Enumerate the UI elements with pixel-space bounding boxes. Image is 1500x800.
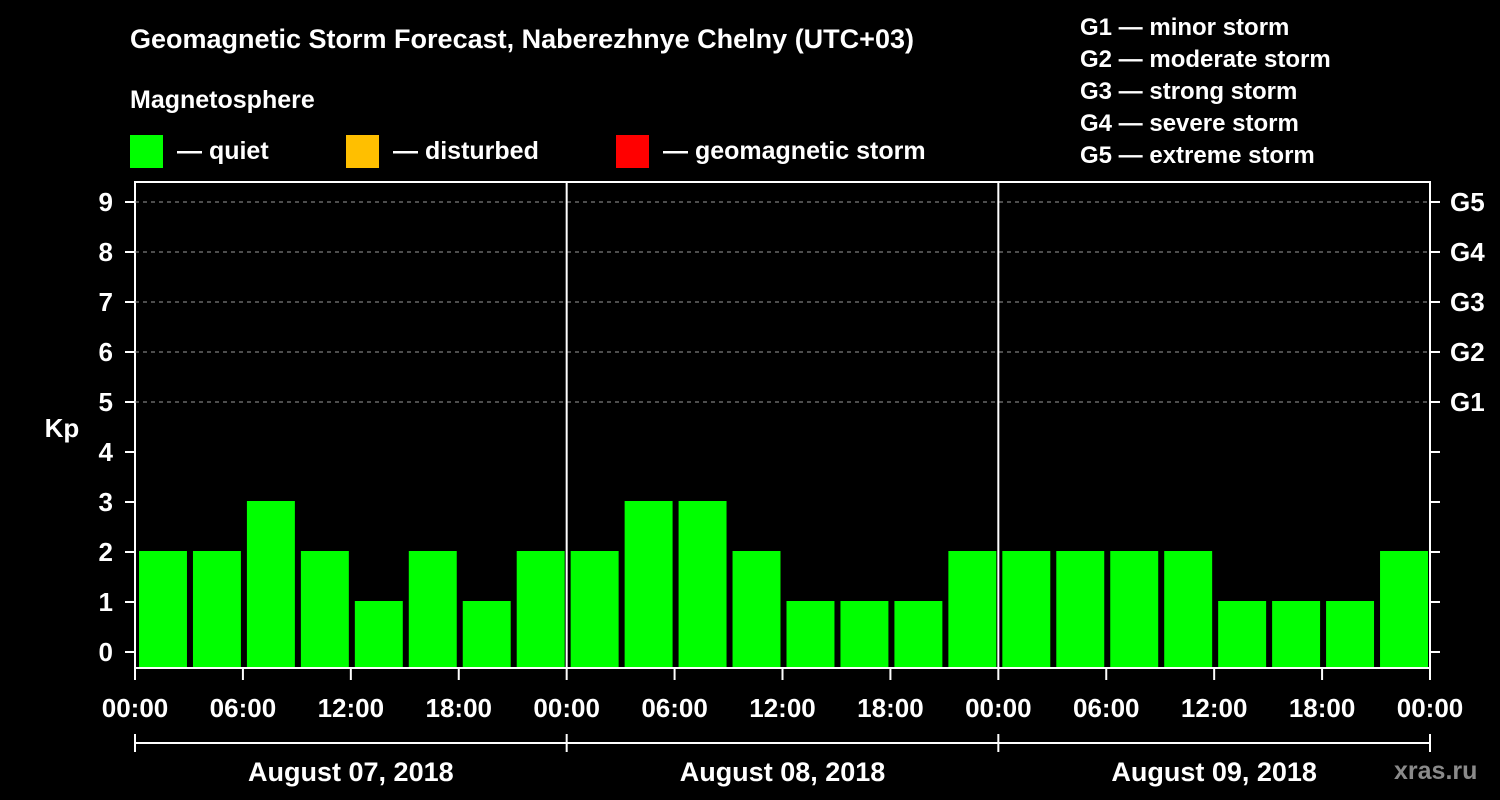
day-label-2: August 08, 2018 [680, 757, 886, 787]
day-label-3: August 09, 2018 [1111, 757, 1317, 787]
bar-day1-slot1 [139, 551, 187, 667]
x-tick-label: 00:00 [533, 693, 600, 723]
legend-heading: Magnetosphere [130, 86, 315, 114]
bar-day2-slot2 [624, 501, 673, 667]
storm-level-g4: G4 — severe storm [1080, 110, 1299, 137]
chart-title: Geomagnetic Storm Forecast, Naberezhnye … [130, 24, 914, 54]
g-level-label-g2: G2 [1450, 337, 1485, 367]
bar-day2-slot1 [570, 551, 619, 667]
g-level-label-g5: G5 [1450, 187, 1485, 217]
legend-item-storm: — geomagnetic storm [616, 134, 926, 168]
y-tick-label: 1 [99, 587, 113, 617]
bar-day1-slot8 [516, 551, 565, 667]
y-tick-label: 7 [99, 287, 113, 317]
x-tick-label: 12:00 [1181, 693, 1248, 723]
storm-level-g3: G3 — strong storm [1080, 78, 1298, 105]
storm-level-g1: G1 — minor storm [1080, 14, 1290, 41]
bar-day3-slot6 [1272, 601, 1321, 667]
x-tick-label: 00:00 [965, 693, 1032, 723]
y-tick-label: 6 [99, 337, 113, 367]
quiet-swatch [130, 134, 163, 168]
bar-day1-slot2 [192, 551, 241, 667]
y-tick-label: 4 [99, 437, 114, 467]
y-tick-label: 0 [99, 637, 113, 667]
y-tick-label: 8 [99, 237, 113, 267]
bar-day3-slot2 [1056, 551, 1105, 667]
y-tick-label: 3 [99, 487, 113, 517]
bar-day3-slot3 [1110, 551, 1159, 667]
bar-day1-slot4 [300, 551, 349, 667]
bar-day2-slot8 [948, 551, 997, 667]
bar-day3-slot1 [1002, 551, 1051, 667]
bar-day3-slot8 [1380, 551, 1428, 667]
x-tick-label: 18:00 [857, 693, 924, 723]
g-level-label-g3: G3 [1450, 287, 1485, 317]
x-tick-label: 18:00 [426, 693, 493, 723]
legend-item-disturbed: — disturbed [346, 134, 539, 168]
x-tick-label: 00:00 [102, 693, 169, 723]
bar-day1-slot3 [246, 501, 295, 667]
storm-level-g2: G2 — moderate storm [1080, 46, 1331, 73]
bar-day3-slot4 [1164, 551, 1213, 667]
watermark: xras.ru [1394, 757, 1478, 785]
x-tick-label: 06:00 [1073, 693, 1140, 723]
legend-label-disturbed: — disturbed [393, 136, 539, 165]
x-tick-label: 12:00 [749, 693, 816, 723]
g-level-label-g1: G1 [1450, 387, 1485, 417]
x-tick-label: 06:00 [210, 693, 277, 723]
bar-day1-slot7 [462, 601, 511, 667]
bar-day2-slot5 [786, 601, 835, 667]
x-tick-label: 00:00 [1397, 693, 1464, 723]
x-tick-label: 06:00 [641, 693, 708, 723]
bar-day2-slot3 [678, 501, 727, 667]
storm-swatch [616, 134, 649, 168]
storm-level-g5: G5 — extreme storm [1080, 142, 1315, 169]
bar-day2-slot4 [732, 551, 781, 667]
bar-day1-slot5 [354, 601, 403, 667]
y-tick-label: 2 [99, 537, 113, 567]
day-label-1: August 07, 2018 [248, 757, 454, 787]
g-level-label-g4: G4 [1450, 237, 1485, 267]
x-tick-label: 18:00 [1289, 693, 1356, 723]
bar-day2-slot7 [894, 601, 943, 667]
y-tick-label: 5 [99, 387, 113, 417]
y-axis-label: Kp [45, 413, 80, 443]
y-tick-label: 9 [99, 187, 113, 217]
legend-item-quiet: — quiet [130, 134, 269, 168]
bar-day1-slot6 [408, 551, 457, 667]
x-tick-label: 12:00 [318, 693, 385, 723]
bar-day3-slot5 [1218, 601, 1267, 667]
bar-day2-slot6 [840, 601, 889, 667]
disturbed-swatch [346, 134, 379, 168]
legend-label-quiet: — quiet [177, 136, 269, 165]
legend-label-storm: — geomagnetic storm [663, 136, 926, 165]
bar-day3-slot7 [1326, 601, 1375, 667]
